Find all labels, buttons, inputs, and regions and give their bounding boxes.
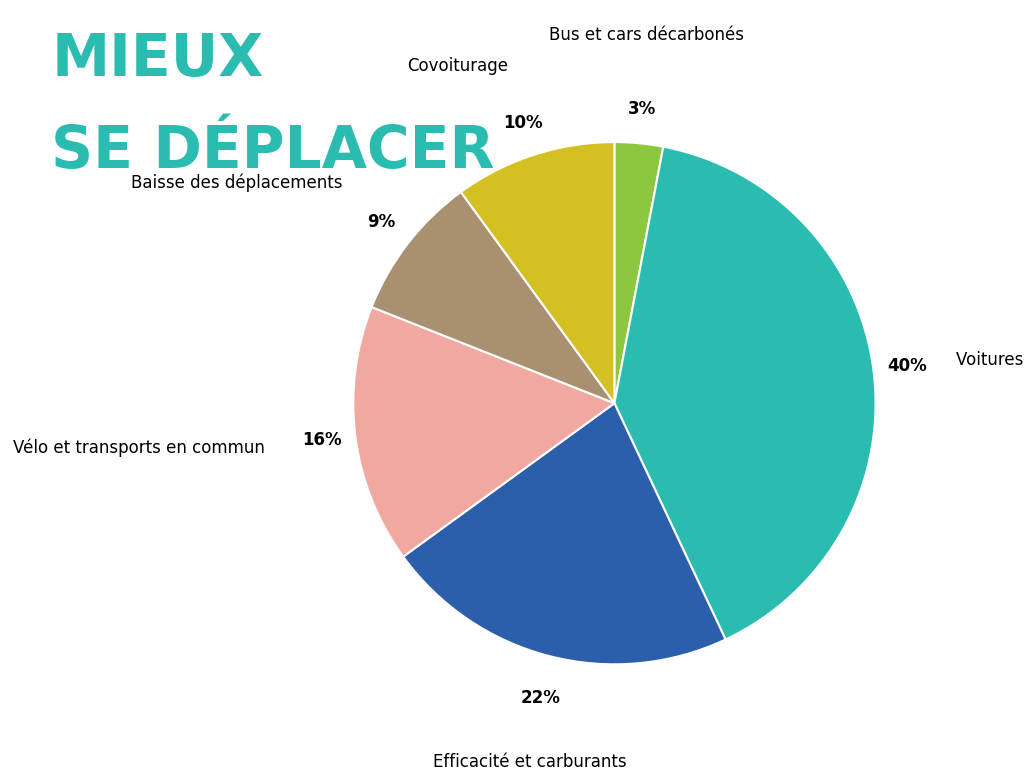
Text: 10%: 10% xyxy=(504,114,543,131)
Text: 16%: 16% xyxy=(302,431,341,449)
Wedge shape xyxy=(461,142,614,403)
Text: 40%: 40% xyxy=(887,357,927,376)
Text: Vélo et transports en commun: Vélo et transports en commun xyxy=(12,438,264,457)
Wedge shape xyxy=(403,403,726,664)
Text: Efficacité et carburants
décarbonés des voitures: Efficacité et carburants décarbonés des … xyxy=(428,753,632,768)
Text: 22%: 22% xyxy=(521,689,561,707)
Text: Baisse des déplacements: Baisse des déplacements xyxy=(130,174,342,192)
Text: Bus et cars décarbonés: Bus et cars décarbonés xyxy=(549,26,743,45)
Wedge shape xyxy=(353,307,614,557)
Text: MIEUX: MIEUX xyxy=(51,31,263,88)
Text: Covoiturage: Covoiturage xyxy=(407,58,508,75)
Wedge shape xyxy=(372,192,614,403)
Text: SE DÉPLACER: SE DÉPLACER xyxy=(51,123,495,180)
Text: 9%: 9% xyxy=(368,214,395,231)
Wedge shape xyxy=(614,147,876,640)
Text: Voitures électriques: Voitures électriques xyxy=(956,351,1024,369)
Wedge shape xyxy=(614,142,664,403)
Text: 3%: 3% xyxy=(628,101,656,118)
